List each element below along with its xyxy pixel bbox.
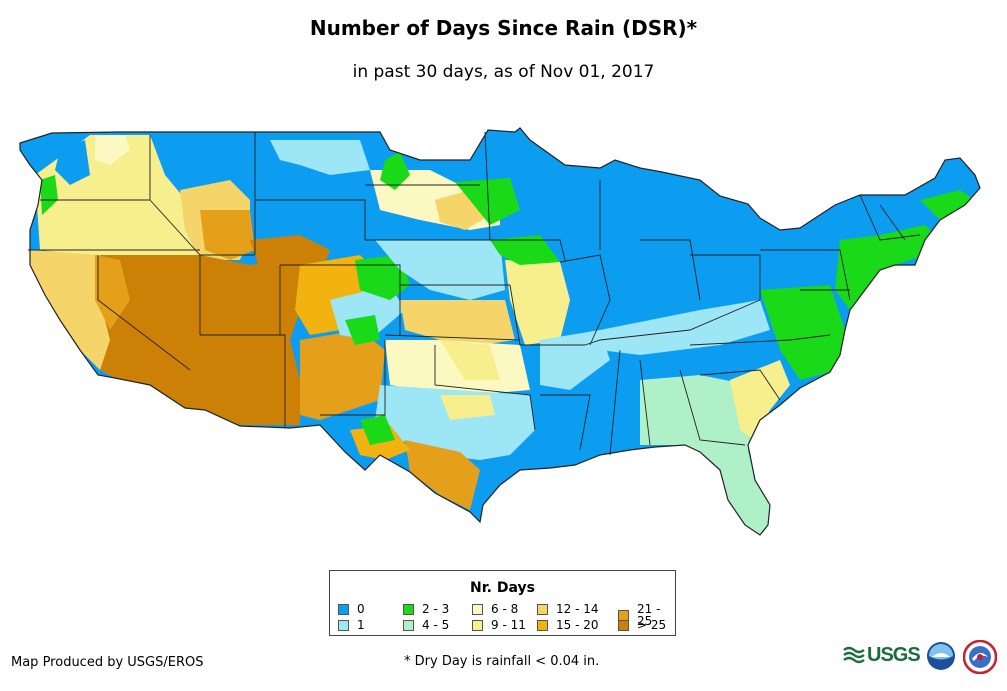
state-borders bbox=[28, 131, 921, 456]
legend-label: 21 - 25 bbox=[637, 602, 661, 628]
noaa-logo bbox=[927, 642, 955, 670]
legend-label: 12 - 14 bbox=[556, 602, 599, 616]
zone-nd-2-3 bbox=[455, 178, 520, 225]
zone-iowa-2-3 bbox=[490, 235, 560, 265]
zone-missouri-9-11 bbox=[505, 260, 570, 345]
zone-south-texas-21-25 bbox=[405, 440, 480, 510]
zone-kansas-12-14 bbox=[400, 300, 515, 345]
legend-swatch bbox=[472, 603, 483, 615]
us-outline bbox=[19, 127, 981, 536]
legend-label: 9 - 11 bbox=[491, 618, 526, 632]
legend-label: 15 - 20 bbox=[556, 618, 599, 632]
zone-ne-colorado-2-3 bbox=[355, 255, 410, 300]
zone-southwest-over-25 bbox=[95, 255, 300, 425]
usgs-wave-icon bbox=[843, 646, 865, 664]
usgs-logo: USGS bbox=[843, 642, 921, 668]
map-credit: Map Produced by USGS/EROS bbox=[11, 655, 204, 670]
legend-label: 4 - 5 bbox=[422, 618, 450, 632]
legend-item: 2 - 3 bbox=[403, 603, 449, 615]
legend-swatch bbox=[403, 619, 414, 631]
zone-wyoming-west-21-25 bbox=[200, 210, 255, 260]
legend-item: 0 bbox=[338, 603, 365, 615]
zone-west-texas-2-3 bbox=[360, 415, 395, 445]
usgs-logo-text: USGS bbox=[867, 643, 921, 666]
legend-item: > 25 bbox=[618, 619, 666, 631]
legend-item: 12 - 14 bbox=[537, 603, 599, 615]
legend-label: 6 - 8 bbox=[491, 602, 519, 616]
legend-item: 21 - 25 bbox=[618, 603, 675, 627]
legend-swatch bbox=[537, 603, 548, 615]
zone-california-12-14 bbox=[30, 250, 110, 370]
zone-virginia-carolina-2-3 bbox=[760, 285, 845, 380]
map-title: Number of Days Since Rain (DSR)* bbox=[309, 16, 698, 40]
legend-label: 0 bbox=[357, 602, 365, 616]
dsr-raster bbox=[20, 128, 980, 535]
legend-swatch bbox=[537, 619, 548, 631]
legend-item: 1 bbox=[338, 619, 365, 631]
legend-label: > 25 bbox=[637, 618, 667, 632]
zone-newmexico-21-25 bbox=[300, 330, 385, 420]
legend-title: Nr. Days bbox=[470, 580, 535, 596]
legend-item: 9 - 11 bbox=[472, 619, 526, 631]
legend-label: 2 - 3 bbox=[422, 602, 450, 616]
legend-label: 1 bbox=[357, 618, 365, 632]
nws-logo bbox=[963, 640, 997, 674]
legend-swatch bbox=[618, 619, 629, 631]
legend-swatch bbox=[403, 603, 414, 615]
zone-maine-2-3 bbox=[920, 190, 975, 220]
zone-montana-1 bbox=[270, 140, 370, 175]
dry-day-footnote: * Dry Day is rainfall < 0.04 in. bbox=[404, 654, 600, 669]
zone-sc-ga-9-11 bbox=[730, 360, 790, 440]
legend-item: 4 - 5 bbox=[403, 619, 449, 631]
zone-nevada-21-25 bbox=[95, 255, 130, 330]
zone-cascades-6-8 bbox=[95, 135, 130, 165]
legend-item: 15 - 20 bbox=[537, 619, 599, 631]
zone-wa-0 bbox=[55, 140, 90, 185]
zone-nd-west-2-3 bbox=[380, 152, 410, 190]
legend-swatch bbox=[338, 603, 349, 615]
legend: Nr. Days 0 1 2 - 3 4 - 5 6 - 8 9 - 11 12 - 14 1… bbox=[329, 570, 676, 636]
zone-north-texas-9-11 bbox=[440, 395, 495, 420]
zone-coast-2-3 bbox=[40, 175, 58, 215]
zone-ok-east-9-11 bbox=[440, 340, 500, 380]
zone-nm-north-2-3 bbox=[345, 315, 380, 345]
legend-item: 6 - 8 bbox=[472, 603, 518, 615]
legend-swatch bbox=[472, 619, 483, 631]
legend-swatch bbox=[338, 619, 349, 631]
map-subtitle: in past 30 days, as of Nov 01, 2017 bbox=[352, 62, 655, 82]
zone-texas-1 bbox=[375, 385, 535, 460]
